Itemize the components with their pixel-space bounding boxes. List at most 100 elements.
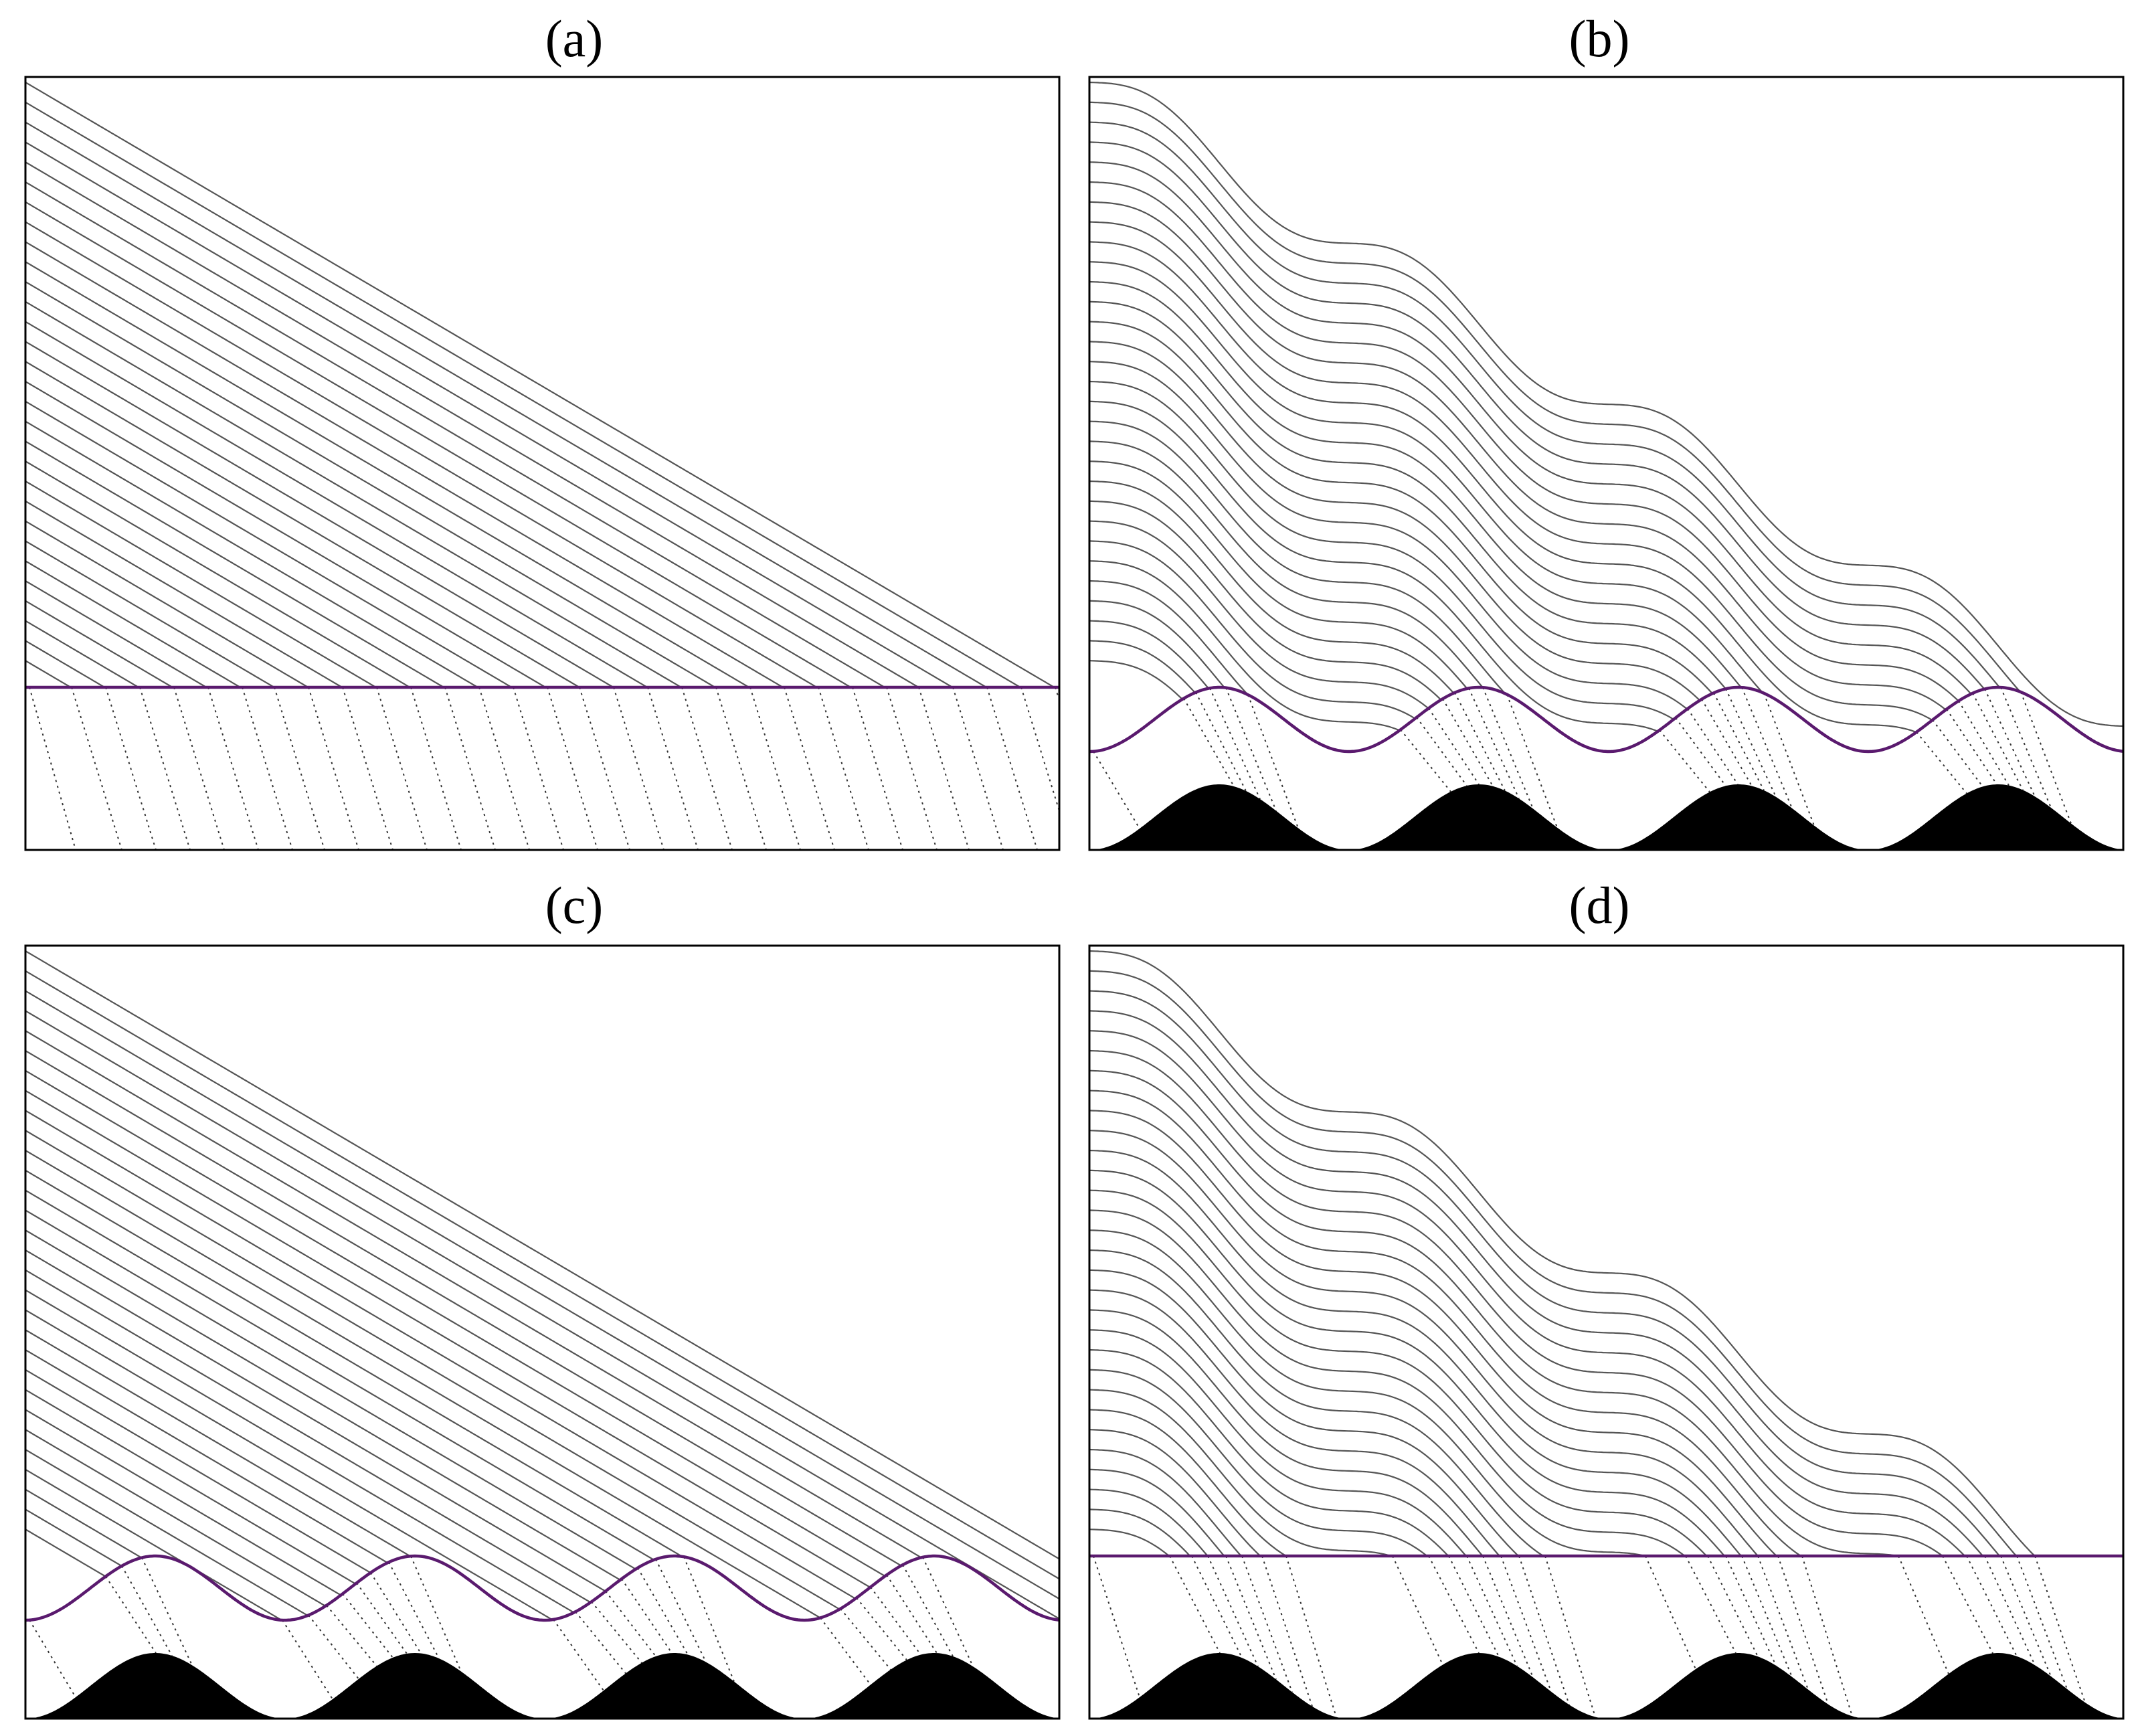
streamline <box>25 520 309 688</box>
dotted-streamline <box>683 1556 735 1682</box>
dotted-streamline <box>605 1591 656 1657</box>
streamline <box>1089 580 1249 695</box>
streamline <box>1089 1429 1263 1557</box>
dotted-streamline <box>71 687 122 850</box>
dotted-streamline <box>681 687 733 850</box>
streamline <box>1089 181 1959 702</box>
panel-a-dotted-left <box>29 687 76 850</box>
dotted-streamline <box>1225 687 1277 811</box>
panel-d-label: (d) <box>1569 876 1630 934</box>
dotted-streamline <box>637 1567 689 1656</box>
dotted-streamline <box>1093 1555 1140 1698</box>
dotted-streamline <box>478 687 530 850</box>
streamline <box>1089 540 1417 719</box>
panel-b-streamlines <box>1089 81 2123 829</box>
streamline <box>25 1409 343 1596</box>
streamline <box>25 281 717 689</box>
streamline <box>1089 520 1429 709</box>
panel-c-frame <box>24 944 1061 1720</box>
dotted-streamline <box>1685 1555 1736 1654</box>
streamline <box>1089 1529 1170 1557</box>
panel-d-clipped <box>1089 950 2123 1719</box>
dotted-streamline <box>356 1582 408 1654</box>
interface-line <box>25 1554 1059 1622</box>
dotted-streamline <box>886 687 938 850</box>
streamline <box>25 1229 622 1581</box>
dotted-streamline <box>2000 1555 2052 1677</box>
streamline <box>1089 950 2036 1557</box>
dotted-streamline <box>922 1557 974 1667</box>
streamline <box>25 300 683 689</box>
dotted-streamline <box>749 687 801 850</box>
streamline <box>1089 1229 1646 1557</box>
streamline <box>1089 1289 1502 1557</box>
panel-b-dotted-left <box>1093 751 1140 829</box>
dotted-streamline <box>1701 699 1753 787</box>
streamline <box>25 1529 106 1577</box>
streamline <box>1089 1409 1287 1557</box>
streamline <box>25 1349 389 1563</box>
dotted-streamline <box>1207 1555 1259 1667</box>
dotted-streamline <box>207 687 259 850</box>
streamline <box>25 1169 685 1558</box>
dotted-streamline <box>1466 1555 1518 1666</box>
dotted-streamline <box>1725 1555 1777 1666</box>
dotted-streamline <box>376 687 428 850</box>
dotted-streamline <box>370 1572 422 1654</box>
dotted-streamline <box>1195 692 1247 792</box>
dotted-streamline <box>553 1619 604 1691</box>
streamline <box>1089 1169 1726 1557</box>
streamline <box>25 440 446 689</box>
dotted-streamline <box>918 687 970 850</box>
streamline <box>25 560 243 689</box>
streamline <box>1089 161 1973 695</box>
dotted-streamline <box>274 687 325 850</box>
streamline <box>1089 420 1508 695</box>
streamline <box>25 970 1059 1580</box>
dotted-streamline <box>1966 1555 2018 1657</box>
streamline <box>1089 440 1484 688</box>
dotted-streamline <box>1984 689 2036 797</box>
streamline <box>1089 640 1196 693</box>
streamline <box>1089 620 1211 689</box>
dotted-streamline <box>1544 1555 1596 1717</box>
streamline <box>25 1249 606 1592</box>
streamline <box>25 1369 371 1573</box>
streamline <box>25 1090 871 1588</box>
streamline <box>25 540 275 688</box>
streamline <box>1089 1448 1243 1557</box>
dotted-streamline <box>1225 1555 1277 1680</box>
streamline <box>25 1189 656 1561</box>
dotted-streamline <box>784 687 835 850</box>
streamline <box>1089 321 1714 694</box>
streamline <box>25 1389 357 1585</box>
dotted-streamline <box>547 687 598 850</box>
dotted-streamline <box>173 687 225 850</box>
dotted-streamline <box>591 1601 642 1664</box>
dotted-streamline <box>1191 1555 1243 1658</box>
panel-a: (a) <box>24 9 1061 851</box>
dotted-streamline <box>1400 729 1451 792</box>
dotted-streamline <box>1209 687 1261 800</box>
dotted-streamline <box>820 1617 871 1686</box>
streamline <box>25 990 1059 1600</box>
streamline <box>25 1449 309 1616</box>
dotted-streamline <box>1468 687 1520 799</box>
dotted-streamline <box>105 687 157 850</box>
streamline <box>25 580 209 689</box>
streamline <box>1089 141 1985 690</box>
panel-d-dotted-left <box>1093 1555 1140 1698</box>
streamline <box>25 620 141 689</box>
streamline <box>25 1030 923 1559</box>
streamline <box>25 1209 638 1570</box>
streamline <box>1089 1468 1227 1557</box>
dotted-streamline <box>308 1614 359 1680</box>
dotted-streamline <box>1055 687 1059 703</box>
streamline <box>1089 1010 1985 1557</box>
streamline <box>1089 1389 1393 1557</box>
dotted-streamline <box>1518 1555 1570 1705</box>
panel-c-clipped <box>25 950 1059 1719</box>
dotted-streamline <box>1932 719 1983 787</box>
panel-d-content <box>1089 950 2123 1719</box>
